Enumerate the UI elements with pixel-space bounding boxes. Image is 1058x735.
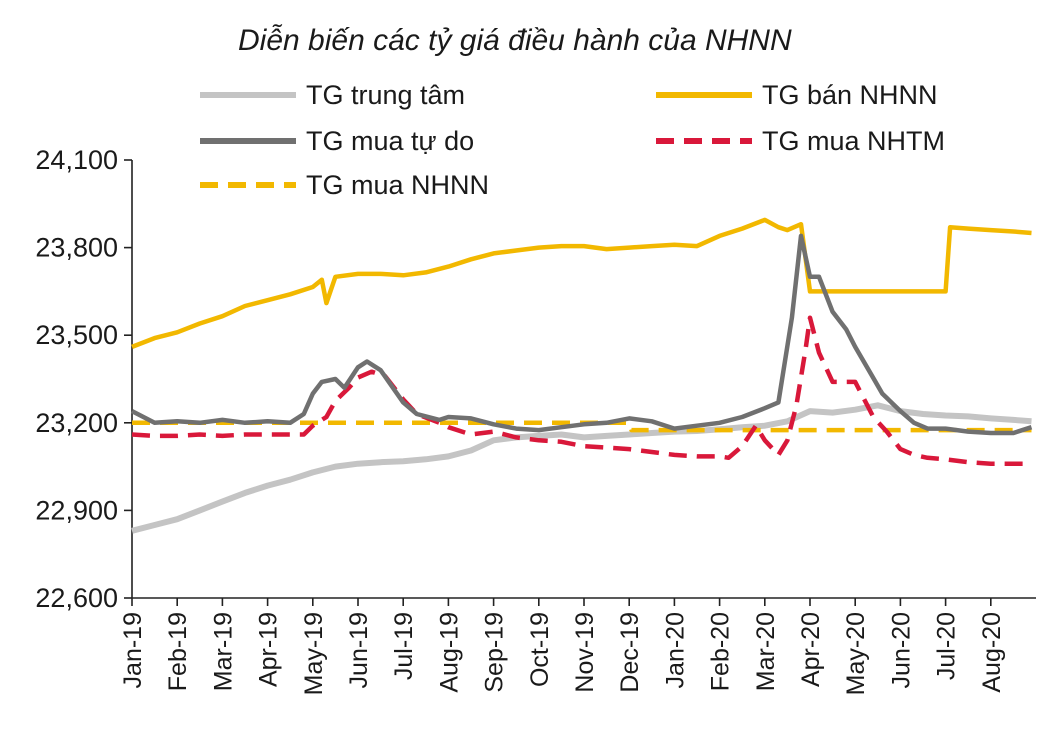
- x-tick-label: Jul-20: [933, 612, 961, 680]
- y-tick-label: 22,600: [35, 583, 118, 613]
- x-tick-label: Jun-20: [887, 612, 915, 688]
- legend-label-1: TG bán NHNN: [762, 80, 938, 110]
- legend-label-2: TG mua tự do: [306, 126, 474, 156]
- x-tick-label: Feb-19: [164, 612, 192, 691]
- x-tick-label: Jun-19: [345, 612, 373, 688]
- x-tick-label: Mar-20: [752, 612, 780, 691]
- x-tick-label: Apr-19: [255, 612, 283, 687]
- series-line-0: [131, 402, 1032, 534]
- series-layer: [130, 217, 1033, 534]
- series-line-2: [130, 233, 1033, 436]
- y-tick-label: 23,200: [35, 408, 118, 438]
- x-tick-label: May-19: [300, 612, 328, 695]
- x-tick-label: Sep-19: [481, 612, 509, 693]
- x-tick-label: Feb-20: [707, 612, 735, 691]
- y-axis: 24,100 23,800 23,500 23,200 22,900 22,600: [35, 145, 133, 613]
- legend: TG trung tâm TG bán NHNN TG mua tự do TG mu…: [200, 80, 945, 200]
- y-tick-label: 22,900: [35, 495, 118, 525]
- y-tick-label: 23,800: [35, 233, 118, 263]
- x-tick-label: Nov-19: [571, 612, 599, 693]
- x-tick-label: Mar-19: [209, 612, 237, 691]
- y-tick-label: 23,500: [35, 320, 118, 350]
- chart-title: Diễn biến các tỷ giá điều hành của NHNN: [238, 24, 792, 57]
- x-tick-label: Apr-20: [797, 612, 825, 687]
- x-tick-label: Jan-20: [661, 612, 689, 688]
- x-tick-label: Aug-19: [435, 612, 463, 693]
- x-tick-label: Jan-19: [119, 612, 147, 688]
- x-tick-label: Dec-19: [616, 612, 644, 693]
- x-tick-label: Oct-19: [526, 612, 554, 687]
- x-tick-label: May-20: [842, 612, 870, 695]
- series-line-4: [132, 420, 1032, 433]
- legend-label-0: TG trung tâm: [306, 80, 465, 110]
- series-line-1: [131, 217, 1032, 349]
- legend-label-3: TG mua NHTM: [762, 126, 945, 156]
- x-tick-label: Aug-20: [978, 612, 1006, 693]
- x-tick-label: Jul-19: [390, 612, 418, 680]
- y-tick-label: 24,100: [35, 145, 118, 175]
- legend-label-4: TG mua NHNN: [306, 170, 489, 200]
- series-line-3: [131, 315, 1032, 466]
- x-axis: Jan-19 Feb-19 Mar-19 Apr-19 May-19 Jun-19 Jul-…: [119, 597, 1036, 695]
